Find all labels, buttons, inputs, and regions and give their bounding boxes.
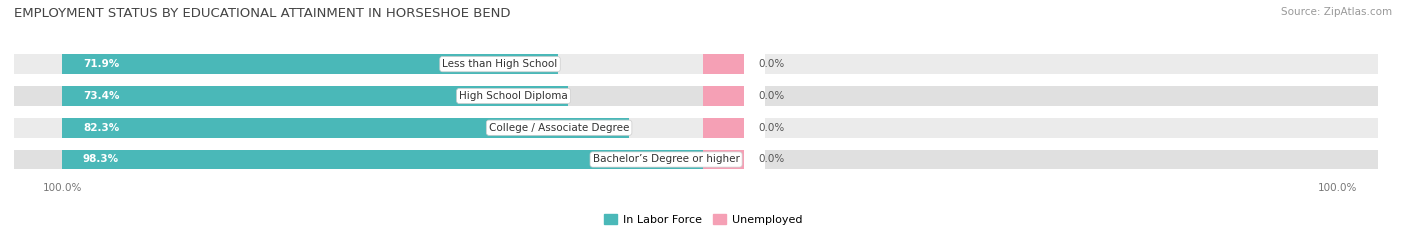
Bar xyxy=(703,54,744,74)
Text: 0.0%: 0.0% xyxy=(758,59,785,69)
Bar xyxy=(62,86,703,106)
Text: 100.0%: 100.0% xyxy=(42,183,82,193)
Text: 0.0%: 0.0% xyxy=(758,91,785,101)
Text: Bachelor’s Degree or higher: Bachelor’s Degree or higher xyxy=(593,154,740,164)
Bar xyxy=(14,86,62,106)
Legend: In Labor Force, Unemployed: In Labor Force, Unemployed xyxy=(599,210,807,229)
Bar xyxy=(62,150,703,169)
Text: 0.0%: 0.0% xyxy=(758,154,785,164)
Bar xyxy=(62,54,703,74)
Bar xyxy=(14,150,62,169)
Text: Source: ZipAtlas.com: Source: ZipAtlas.com xyxy=(1281,7,1392,17)
Bar xyxy=(62,118,630,137)
Bar xyxy=(14,54,62,74)
Text: 98.3%: 98.3% xyxy=(83,154,120,164)
Bar xyxy=(703,150,744,169)
Text: Less than High School: Less than High School xyxy=(443,59,558,69)
Text: 82.3%: 82.3% xyxy=(83,123,120,133)
Bar xyxy=(765,118,1378,137)
Bar xyxy=(703,86,744,106)
Text: 100.0%: 100.0% xyxy=(1317,183,1358,193)
Bar xyxy=(62,150,740,169)
Text: 0.0%: 0.0% xyxy=(758,123,785,133)
Bar xyxy=(765,86,1378,106)
Text: College / Associate Degree: College / Associate Degree xyxy=(489,123,630,133)
Bar xyxy=(14,118,62,137)
Bar xyxy=(62,54,558,74)
Text: 71.9%: 71.9% xyxy=(83,59,120,69)
Text: High School Diploma: High School Diploma xyxy=(460,91,568,101)
Text: EMPLOYMENT STATUS BY EDUCATIONAL ATTAINMENT IN HORSESHOE BEND: EMPLOYMENT STATUS BY EDUCATIONAL ATTAINM… xyxy=(14,7,510,20)
Bar xyxy=(765,150,1378,169)
Bar xyxy=(703,118,744,137)
Bar xyxy=(62,118,703,137)
Text: 73.4%: 73.4% xyxy=(83,91,120,101)
Bar xyxy=(765,54,1378,74)
Bar xyxy=(62,86,568,106)
